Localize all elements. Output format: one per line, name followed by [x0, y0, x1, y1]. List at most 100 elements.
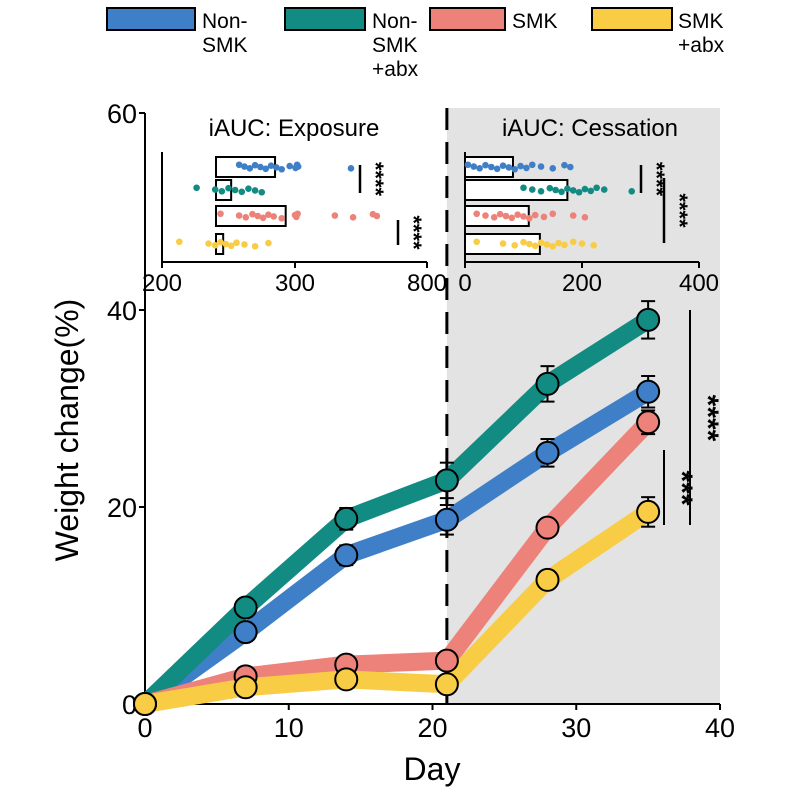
inset-point [490, 214, 498, 221]
inset-point [558, 188, 565, 196]
inset-point [265, 211, 272, 218]
x-tick-label: 0 [137, 713, 152, 743]
data-point [233, 595, 258, 620]
inset-x-tick-label: 0 [458, 270, 471, 297]
inset-point [349, 214, 357, 221]
legend-swatch [284, 7, 366, 31]
inset-point [520, 213, 527, 220]
series-line-0 [136, 382, 658, 713]
legend-label: SMK [372, 34, 418, 57]
inset-point [257, 163, 264, 171]
inset-point [251, 242, 259, 250]
inset-point [587, 187, 595, 195]
inset-point [581, 185, 589, 193]
inset-point [543, 241, 551, 248]
data-point [334, 667, 359, 692]
legend-label: Non- [202, 10, 248, 33]
data-point [535, 371, 560, 396]
inset-point [205, 240, 212, 247]
inset-point [581, 214, 589, 221]
inset-point [225, 184, 232, 192]
inset-point [249, 210, 256, 218]
data-point [434, 648, 459, 673]
y-tick-label: 0 [122, 690, 137, 720]
y-tick-label: 40 [107, 296, 137, 326]
inset-point [499, 162, 507, 169]
inset-point [482, 161, 489, 169]
legend-label: SMK [678, 10, 724, 33]
inset-point [514, 211, 521, 218]
inset-point [373, 212, 381, 220]
data-point [535, 567, 560, 592]
inset-point [488, 163, 495, 171]
inset-point [575, 188, 583, 196]
data-point [636, 499, 661, 524]
inset-significance-label: **** [401, 215, 426, 250]
y-tick-label: 60 [107, 99, 137, 129]
inset-point [227, 242, 235, 250]
data-point [535, 440, 560, 465]
legend-label: +abx [372, 58, 419, 81]
inset-point [218, 188, 226, 195]
inset-point [347, 165, 355, 172]
inset-point [222, 240, 230, 248]
inset-point [470, 163, 478, 170]
inset-point [511, 242, 519, 249]
y-axis-label: Weight change(%) [49, 299, 85, 562]
inset-point [546, 184, 554, 192]
data-point [434, 507, 459, 532]
inset-point [537, 163, 545, 170]
inset-point [262, 165, 270, 173]
significance-label: *** [665, 470, 698, 505]
inset-point [590, 242, 597, 249]
inset-point [505, 164, 513, 171]
y-tick-label: 20 [107, 493, 137, 523]
inset-point [496, 210, 504, 218]
inset-point [502, 212, 510, 220]
inset-point [552, 186, 559, 194]
inset-significance-label: **** [363, 162, 388, 197]
legend-swatch [429, 7, 506, 31]
inset-point [531, 211, 539, 219]
inset-point [482, 212, 489, 219]
inset-point [526, 214, 533, 222]
inset-point [270, 213, 278, 220]
inset-point [549, 242, 557, 250]
inset-point [473, 238, 481, 246]
inset-significance-label: **** [667, 193, 692, 228]
inset-point [233, 239, 240, 246]
x-tick-label: 20 [417, 713, 447, 743]
inset-point [273, 164, 280, 171]
inset-point [537, 239, 545, 246]
inset-point [259, 214, 267, 222]
inset-point [175, 238, 183, 246]
inset-point [267, 162, 275, 169]
legend-swatch [591, 7, 673, 31]
inset-point [567, 163, 574, 171]
inset-point [528, 161, 536, 169]
inset-x-tick-label: 800 [407, 270, 447, 297]
inset-point [241, 241, 248, 248]
inset-point [520, 184, 527, 192]
inset-point [578, 240, 586, 247]
inset-point [242, 214, 250, 221]
inset-point [473, 210, 481, 218]
inset-point [211, 242, 219, 249]
inset-point [540, 213, 548, 221]
data-point [233, 620, 258, 645]
inset-point [628, 188, 636, 195]
x-tick-label: 40 [705, 713, 735, 743]
inset-point [254, 212, 262, 220]
data-point [434, 468, 459, 493]
inset-point [278, 165, 286, 173]
series-line-1 [136, 310, 658, 713]
inset-point [537, 188, 545, 195]
inset-point [211, 186, 219, 193]
data-point [233, 675, 258, 700]
data-point [535, 515, 560, 540]
inset-x-tick-label: 200 [562, 270, 602, 297]
legend-label: +abx [678, 34, 725, 57]
data-point [334, 506, 359, 531]
legend-label: SMK [202, 34, 248, 57]
